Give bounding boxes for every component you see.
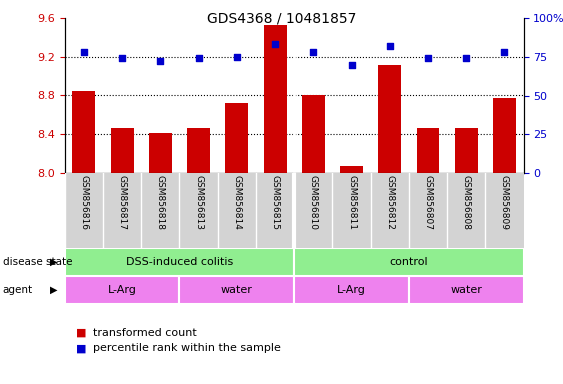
Bar (225, 103, 248, 173)
Bar (294, 276, 409, 304)
Text: L-Arg: L-Arg (337, 285, 366, 295)
Text: ■: ■ (76, 343, 87, 353)
Bar (378, 65, 401, 173)
Bar (409, 276, 524, 304)
Bar (180, 276, 294, 304)
Point (233, 54, 242, 60)
Text: ■: ■ (76, 328, 87, 338)
Text: water: water (450, 285, 482, 295)
Bar (149, 133, 172, 173)
Text: transformed count: transformed count (93, 328, 196, 338)
Text: GSM856809: GSM856809 (500, 175, 509, 230)
Bar (340, 166, 363, 173)
Bar (493, 98, 516, 173)
Text: GSM856811: GSM856811 (347, 175, 356, 230)
Point (462, 55, 471, 61)
Text: percentile rank within the sample: percentile rank within the sample (93, 343, 281, 353)
Point (423, 55, 432, 61)
Text: ▶: ▶ (50, 257, 57, 267)
Bar (65, 248, 294, 276)
Text: L-Arg: L-Arg (108, 285, 137, 295)
Text: GDS4368 / 10481857: GDS4368 / 10481857 (207, 12, 356, 25)
Point (385, 43, 394, 49)
Text: GSM856812: GSM856812 (385, 175, 394, 230)
Point (118, 55, 127, 61)
Point (500, 49, 509, 55)
Text: GSM856815: GSM856815 (271, 175, 280, 230)
Point (194, 55, 203, 61)
Point (309, 49, 318, 55)
Bar (65, 276, 180, 304)
Bar (455, 128, 477, 173)
Text: GSM856816: GSM856816 (79, 175, 88, 230)
Text: GSM856807: GSM856807 (423, 175, 432, 230)
Bar (73, 91, 95, 173)
Text: GSM856814: GSM856814 (233, 175, 242, 230)
Text: ▶: ▶ (50, 285, 57, 295)
Text: disease state: disease state (3, 257, 72, 267)
Text: GSM856813: GSM856813 (194, 175, 203, 230)
Bar (110, 128, 133, 173)
Text: control: control (390, 257, 428, 267)
Bar (263, 25, 287, 173)
Text: GSM856817: GSM856817 (118, 175, 127, 230)
Point (79, 49, 88, 55)
Bar (294, 248, 524, 276)
Bar (302, 96, 325, 173)
Text: water: water (221, 285, 253, 295)
Point (347, 61, 356, 68)
Bar (187, 128, 210, 173)
Bar (417, 128, 440, 173)
Text: GSM856818: GSM856818 (156, 175, 165, 230)
Text: GSM856810: GSM856810 (309, 175, 318, 230)
Text: DSS-induced colitis: DSS-induced colitis (126, 257, 233, 267)
Point (271, 41, 280, 47)
Text: GSM856808: GSM856808 (462, 175, 471, 230)
Text: agent: agent (3, 285, 33, 295)
Point (156, 58, 165, 65)
